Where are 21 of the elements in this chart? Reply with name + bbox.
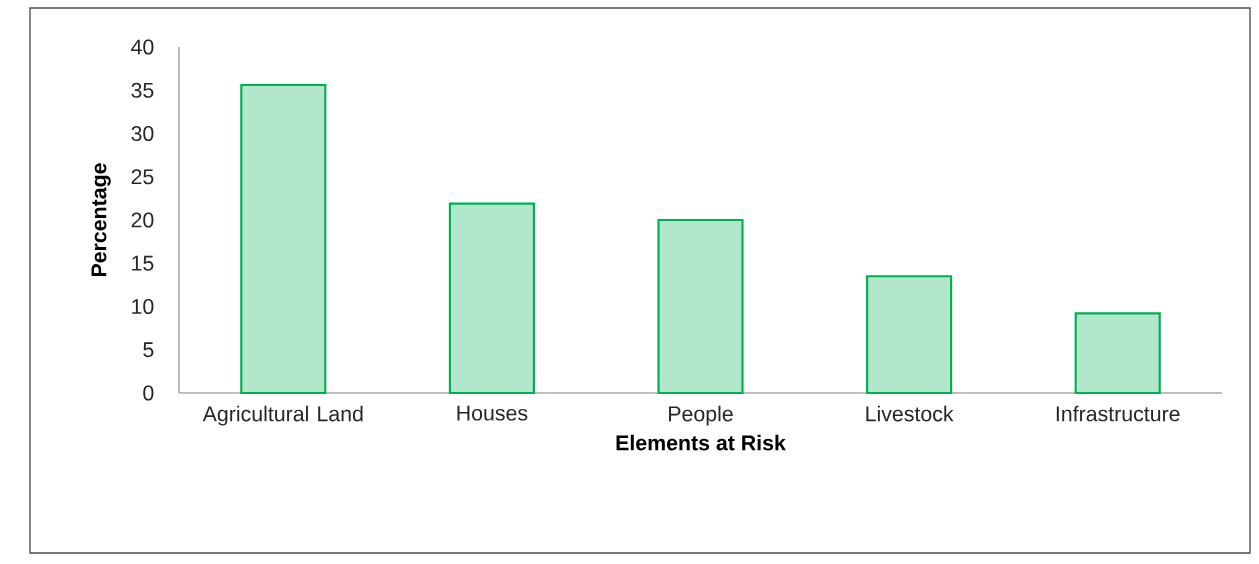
y-tick-label: 35	[131, 82, 154, 98]
x-tick-label: Infrastructure	[1056, 405, 1180, 422]
y-axis-title: Percentage	[91, 163, 111, 277]
y-tick-label: 30	[131, 125, 154, 142]
y-tick-label: 10	[132, 298, 154, 315]
x-tick-label: Agricultural Land	[202, 405, 363, 426]
bar	[240, 83, 327, 395]
x-tick-label: People	[669, 405, 733, 426]
bar	[1074, 312, 1161, 395]
y-tick-label: 25	[131, 169, 154, 185]
x-axis-title: Elements at Risk	[616, 434, 786, 451]
y-tick-label: 0	[143, 385, 154, 401]
bar	[657, 218, 744, 395]
y-tick-label: 5	[143, 342, 154, 358]
bar	[448, 202, 535, 395]
bar	[866, 275, 953, 395]
y-tick-label: 20	[131, 212, 154, 228]
x-tick-label: Livestock	[866, 405, 954, 422]
x-tick-label: Houses	[457, 405, 528, 421]
y-tick-label: 40	[131, 39, 154, 55]
y-tick-label: 15	[132, 255, 154, 271]
